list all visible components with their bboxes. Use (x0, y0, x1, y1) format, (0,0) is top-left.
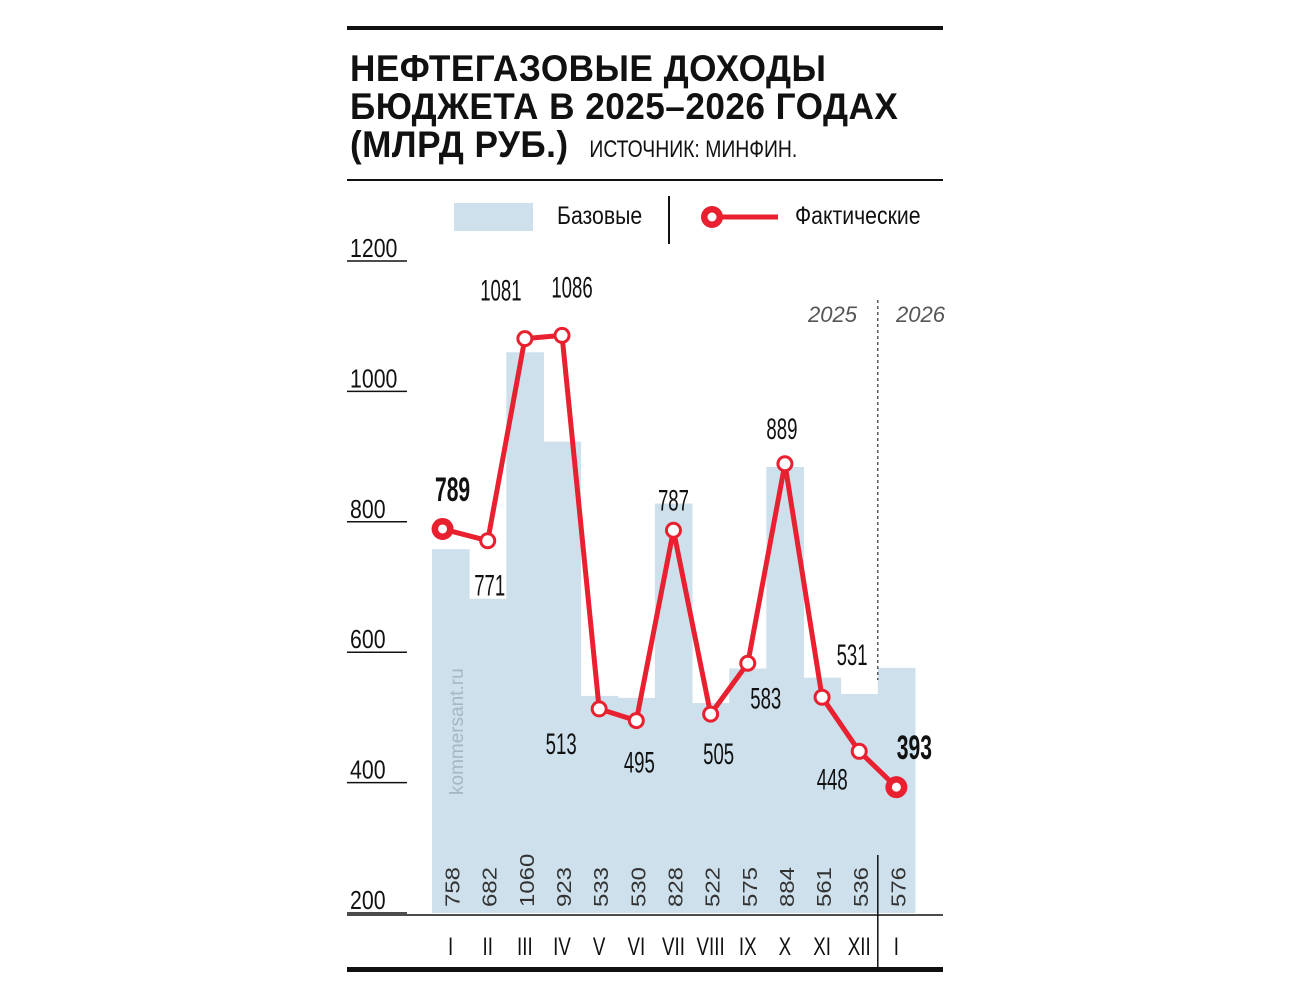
actual-value-label: 789 (435, 470, 470, 508)
bar-base (469, 598, 507, 913)
bar-value-label: 576 (887, 867, 910, 907)
x-tick-label: V (593, 932, 606, 960)
actual-point (590, 700, 608, 718)
actual-value-label: 531 (837, 639, 868, 673)
bar-value-label: 561 (813, 867, 836, 907)
actual-value-label: 787 (658, 484, 689, 518)
y-tick-label: 800 (350, 495, 386, 525)
year-label-2026: 2026 (895, 302, 946, 327)
title-line-2: БЮДЖЕТА В 2025–2026 ГОДАХ (350, 86, 899, 127)
bar-base (692, 703, 730, 913)
actual-point-center (891, 782, 901, 792)
legend-divider (668, 196, 670, 244)
x-tick-label: I (894, 932, 899, 960)
x-tick-label: VII (662, 932, 685, 960)
actual-value-label: 889 (766, 412, 797, 446)
bar-value-label: 923 (553, 867, 576, 907)
actual-point (553, 326, 571, 344)
actual-point (850, 742, 868, 760)
bar-base (580, 695, 619, 913)
chart-title: НЕФТЕГАЗОВЫЕ ДОХОДЫ БЮДЖЕТА В 2025–2026 … (350, 50, 898, 169)
y-tick-label: 200 (350, 886, 386, 916)
legend-label-actual: Фактические (795, 202, 921, 230)
actual-point (702, 705, 720, 723)
x-tick-label: II (483, 932, 493, 960)
x-tick-label: I (448, 932, 453, 960)
bar-value-label: 682 (478, 867, 501, 907)
x-tick-label: III (517, 932, 533, 960)
legend-label-base: Базовые (557, 202, 643, 230)
bar-value-label: 530 (627, 867, 650, 907)
actual-value-label: 771 (474, 569, 505, 603)
title-line-1: НЕФТЕГАЗОВЫЕ ДОХОДЫ (350, 48, 827, 89)
bar-base (729, 668, 767, 913)
y-tick-label: 1200 (350, 234, 397, 264)
year-label-2025: 2025 (807, 302, 858, 327)
bottom-rule (347, 967, 943, 972)
actual-point-center (438, 524, 448, 534)
top-rule (347, 26, 943, 30)
actual-value-label: 448 (817, 763, 848, 797)
actual-value-label: 513 (546, 727, 577, 761)
legend-swatch-base (454, 203, 533, 231)
x-tick-label: X (779, 932, 792, 960)
title-line-3: (МЛРД РУБ.) (350, 124, 569, 165)
bar-base (506, 352, 544, 913)
actual-point (627, 712, 645, 730)
actual-value-label: 1081 (480, 274, 521, 308)
x-tick-label: IX (739, 932, 757, 960)
bar-base (654, 503, 693, 913)
bar-value-label: 1060 (516, 854, 539, 907)
y-tick-label: 400 (350, 756, 386, 786)
bar-base (432, 549, 470, 913)
actual-value-label: 505 (703, 738, 734, 772)
x-tick-label: XII (848, 932, 871, 960)
bar-value-label: 758 (441, 867, 464, 907)
actual-value-label: 583 (750, 682, 781, 716)
actual-point (813, 688, 831, 706)
actual-value-label: 393 (897, 728, 932, 766)
bar-value-label: 522 (701, 867, 724, 907)
bar-value-label: 575 (738, 867, 761, 907)
bar-value-label: 828 (664, 867, 687, 907)
bar-value-label: 884 (776, 867, 799, 907)
y-tick-label: 1000 (350, 364, 397, 394)
x-tick-label: IV (553, 932, 571, 960)
actual-point (516, 330, 534, 348)
actual-point (479, 532, 497, 550)
actual-point (776, 455, 794, 473)
actual-value-label: 495 (624, 746, 655, 780)
x-tick-label: VI (627, 932, 645, 960)
x-tick-label: VIII (697, 932, 725, 960)
bar-value-label: 536 (850, 867, 873, 907)
actual-point (664, 521, 682, 539)
watermark: kommersant.ru (447, 668, 468, 795)
y-tick-label: 600 (350, 625, 386, 655)
bar-value-label: 533 (590, 867, 613, 907)
bar-base (617, 697, 656, 913)
bar-base (543, 441, 582, 913)
actual-value-label: 1086 (551, 271, 592, 305)
x-tick-label: XI (813, 932, 831, 960)
source-note: ИСТОЧНИК: МИНФИН. (589, 136, 798, 163)
title-rule (347, 179, 943, 181)
actual-point (739, 654, 757, 672)
